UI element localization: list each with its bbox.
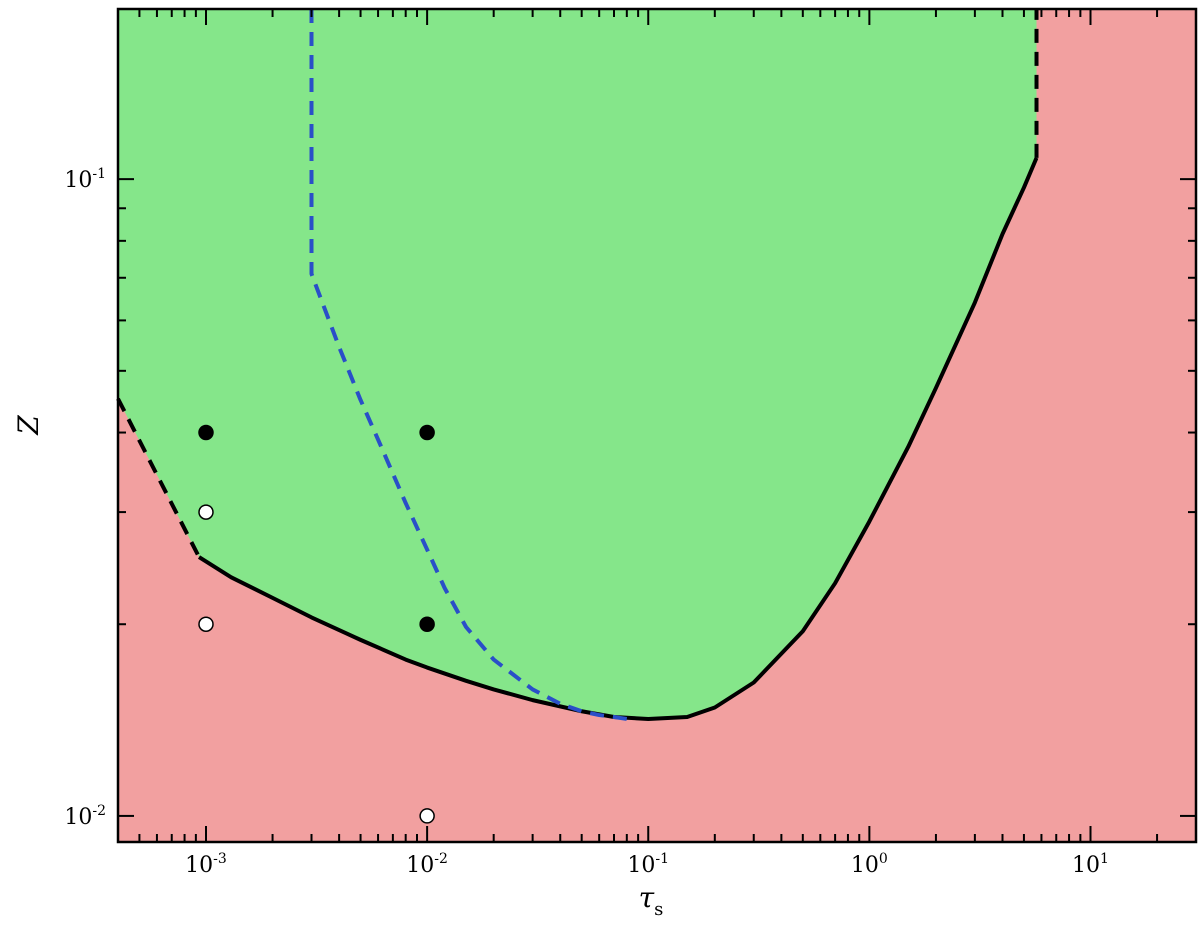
filled-point — [198, 424, 214, 441]
x-tick-label: 10-2 — [406, 851, 448, 878]
boundary-solid-line — [197, 157, 1039, 721]
y-tick-label-exp: -2 — [92, 803, 106, 819]
y-tick-label-base: 10 — [64, 168, 92, 193]
y-tick-label-exp: -1 — [92, 166, 106, 182]
x-tick-label-base: 10 — [851, 853, 879, 878]
y-tick-label: 10-1 — [64, 166, 106, 193]
open-point — [419, 808, 435, 824]
x-tick-label-exp: -1 — [655, 851, 669, 867]
x-tick-label-exp: -2 — [434, 851, 448, 867]
x-axis-label: τs — [639, 881, 664, 920]
open-point — [198, 616, 214, 632]
boundary-curves — [116, 9, 1039, 721]
x-tick-label: 101 — [1072, 851, 1109, 878]
y-axis-label: Z — [12, 415, 45, 436]
y-tick-label: 10-2 — [64, 803, 106, 830]
x-tick-label-exp: -3 — [213, 851, 227, 867]
x-tick-label-base: 10 — [185, 853, 213, 878]
regions — [118, 9, 1196, 842]
x-tick-label-exp: 0 — [879, 851, 888, 867]
axis-ticks — [117, 9, 1197, 842]
x-tick-label-base: 10 — [406, 853, 434, 878]
filled-point — [419, 424, 435, 441]
y-tick-label-base: 10 — [64, 805, 92, 830]
x-axis-label-symbol: τ — [639, 881, 655, 914]
filled-point — [419, 616, 435, 632]
open-point — [198, 504, 214, 520]
boundary-dashed-left — [116, 397, 201, 558]
x-axis-label-subscript: s — [654, 899, 663, 920]
x-tick-label: 100 — [851, 851, 888, 878]
x-tick-label-base: 10 — [627, 853, 655, 878]
data-points — [198, 424, 435, 824]
blue-dashed-line — [309, 9, 628, 721]
plot-frame — [116, 7, 1198, 844]
x-tick-label: 10-3 — [185, 851, 227, 878]
stable-region — [118, 9, 1037, 719]
x-tick-label: 10-1 — [627, 851, 669, 878]
x-tick-label-base: 10 — [1072, 853, 1100, 878]
x-tick-label-exp: 1 — [1100, 851, 1109, 867]
